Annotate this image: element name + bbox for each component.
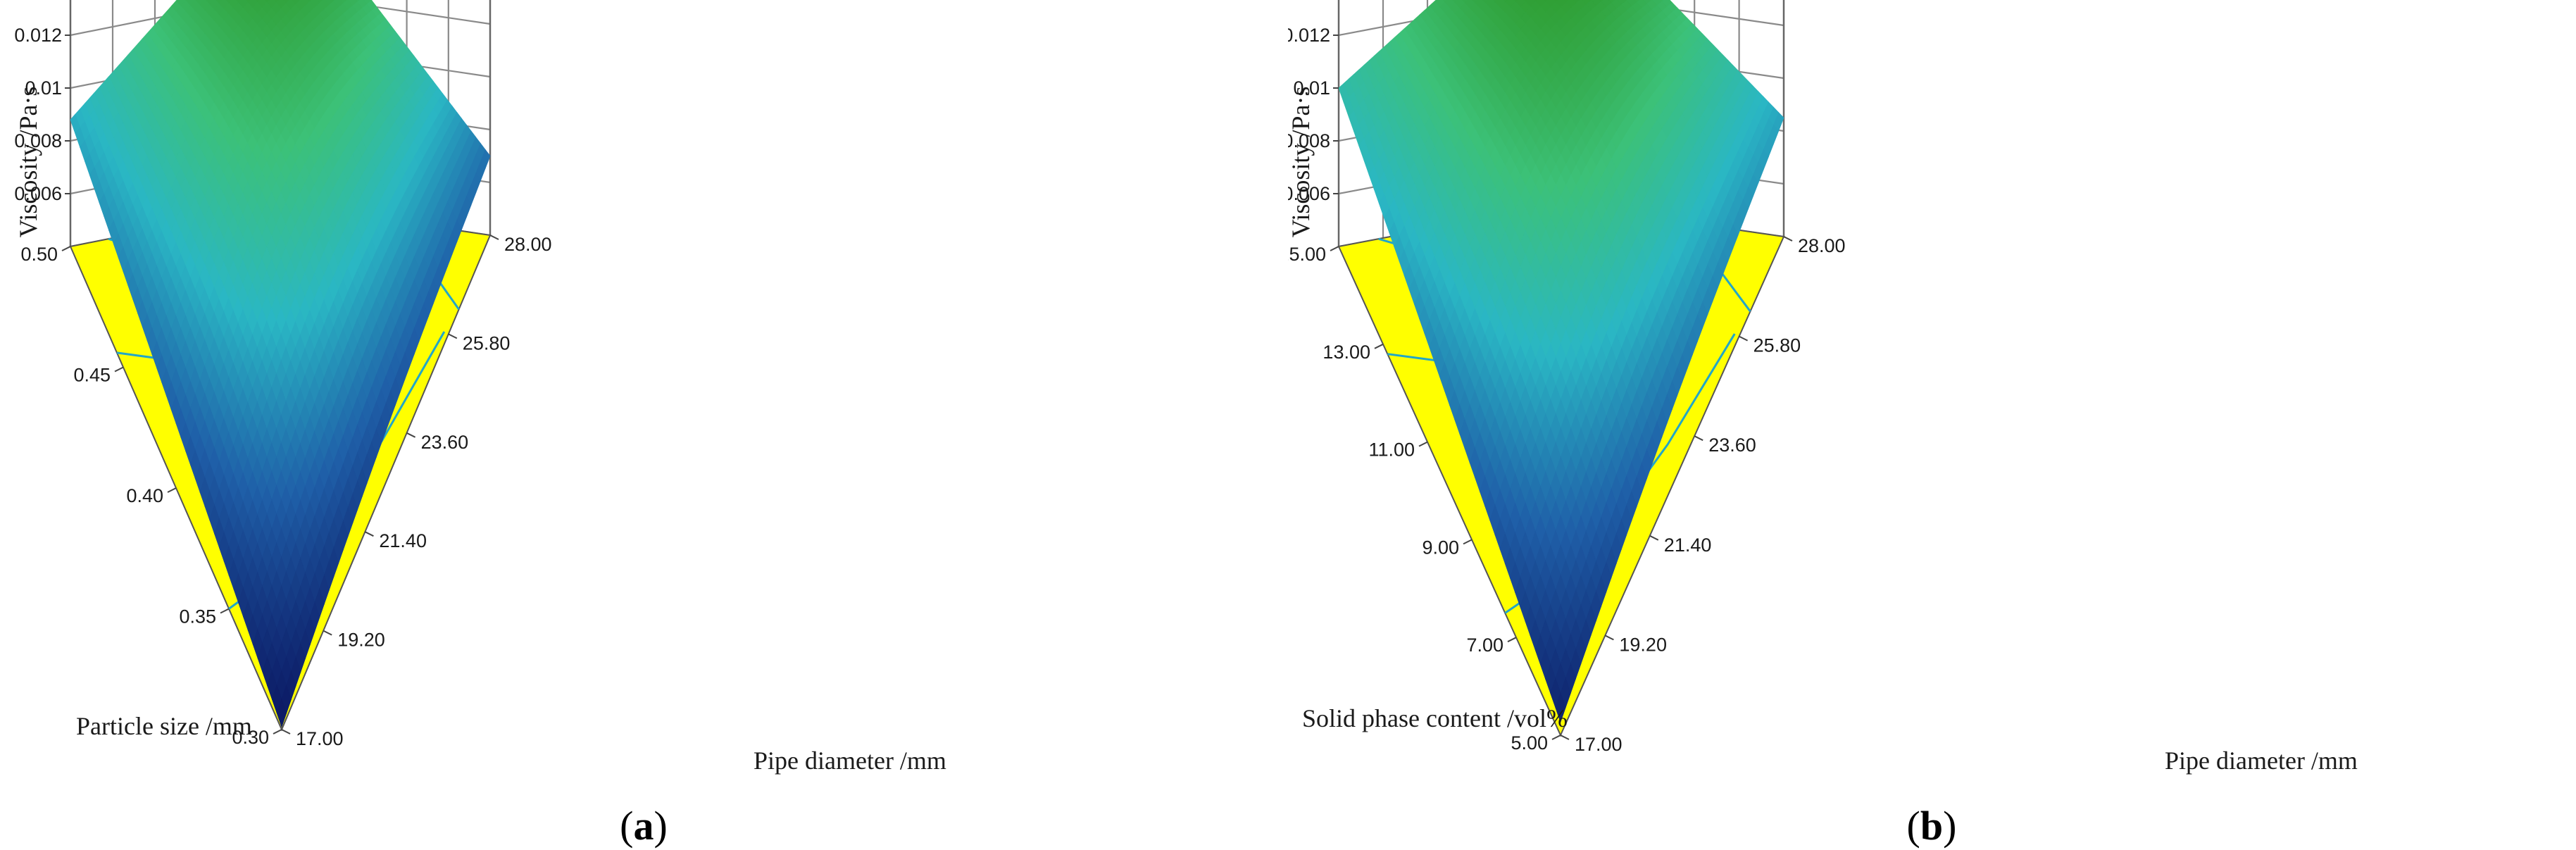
y-tick-label: 15.00: [1288, 244, 1326, 265]
x-tick-label: 23.60: [421, 432, 469, 453]
surface-cell: [1513, 0, 1518, 3]
y-tick-mark: [61, 246, 71, 251]
x-tick-mark: [1739, 335, 1749, 342]
surface-cell: [245, 0, 251, 4]
x-tick-mark: [406, 432, 416, 438]
surface-cell: [1442, 0, 1448, 4]
x-tick-mark: [1560, 735, 1570, 740]
x-tick-label: 28.00: [504, 234, 552, 255]
y-tick-label: 0.45: [73, 365, 111, 386]
y-tick-mark: [1374, 343, 1384, 349]
z-tick-label: 0.008: [1288, 130, 1330, 151]
surface-plot-b-svg: 0.0060.0080.010.0120.0140.0160.0180.0217…: [1288, 0, 2358, 849]
plot-b-surface: [1338, 0, 1784, 723]
surface-plot-a: 0.0060.0080.010.0120.0140.0160.0180.0217…: [14, 0, 946, 849]
y-tick-mark: [1551, 735, 1561, 740]
x-tick-mark: [1783, 236, 1793, 242]
y-tick-label: 5.00: [1511, 732, 1548, 754]
plot-a-z-axis-title: Viscosity /Pa·s: [14, 87, 42, 238]
x-tick-label: 17.00: [296, 728, 344, 749]
plot-a-caption: (a): [620, 803, 668, 849]
y-tick-label: 7.00: [1466, 635, 1503, 656]
surface-cell: [1492, 0, 1499, 4]
surface-cell: [254, 0, 260, 3]
surface-cell: [1563, 0, 1570, 4]
plot-a-y-axis-title: Particle size /mm: [76, 712, 252, 740]
x-tick-mark: [489, 235, 499, 240]
x-tick-mark: [448, 333, 458, 339]
surface-cell: [1553, 0, 1558, 3]
surface-cell: [1555, 692, 1566, 723]
x-tick-label: 19.20: [1619, 634, 1667, 655]
surface-cell: [1481, 0, 1489, 4]
surface-cell: [1634, 0, 1641, 3]
y-tick-mark: [1507, 637, 1517, 643]
surface-cell: [1461, 0, 1469, 4]
plot-a-surface: [70, 0, 491, 728]
y-tick-mark: [167, 487, 177, 493]
y-tick-label: 0.30: [232, 727, 269, 748]
z-tick-label: 0.01: [1293, 77, 1330, 99]
x-tick-label: 21.40: [379, 530, 427, 551]
x-tick-mark: [1694, 435, 1703, 442]
y-tick-mark: [220, 608, 230, 614]
x-tick-label: 28.00: [1798, 235, 1846, 256]
y-tick-mark: [273, 729, 282, 735]
surface-plot-a-svg: 0.0060.0080.010.0120.0140.0160.0180.0217…: [14, 0, 946, 849]
surface-cell: [225, 0, 232, 4]
plot-b-caption: (b): [1907, 803, 1957, 849]
z-tick-label: 0.012: [14, 25, 62, 46]
z-tick-label: 0.006: [1288, 183, 1330, 204]
surface-cell: [1471, 0, 1479, 4]
z-tick-label: 0.01: [25, 77, 62, 99]
y-tick-label: 11.00: [1368, 439, 1415, 461]
surface-cell: [276, 698, 287, 728]
y-tick-label: 0.40: [126, 485, 163, 506]
plot-b-ticks: 0.0060.0080.010.0120.0140.0160.0180.0217…: [1288, 25, 1846, 755]
plot-b-y-axis-title: Solid phase content /vol%: [1302, 704, 1568, 732]
grid-line: [70, 0, 491, 37]
y-tick-label: 13.00: [1323, 342, 1370, 363]
y-tick-mark: [114, 366, 124, 373]
y-tick-mark: [1463, 539, 1473, 545]
surface-cell: [1451, 0, 1458, 4]
y-tick-label: 9.00: [1422, 537, 1459, 558]
surface-cell: [1502, 0, 1508, 3]
y-tick-mark: [1330, 246, 1339, 251]
z-tick-label: 0.006: [14, 183, 62, 204]
surface-cell: [1543, 0, 1548, 2]
x-tick-mark: [364, 531, 374, 537]
y-tick-label: 0.50: [20, 244, 58, 265]
plot-b-z-axis-title: Viscosity /Pa·s: [1288, 87, 1315, 238]
x-tick-mark: [1649, 535, 1659, 541]
surface-cell: [1523, 0, 1527, 2]
x-tick-label: 21.40: [1664, 535, 1712, 556]
plot-a-ticks: 0.0060.0080.010.0120.0140.0160.0180.0217…: [14, 25, 552, 749]
x-tick-mark: [1604, 635, 1614, 641]
x-tick-label: 25.80: [1753, 335, 1801, 356]
z-tick-label: 0.008: [14, 130, 62, 151]
plot-a-caption-letter: a: [634, 803, 654, 849]
x-tick-label: 25.80: [463, 332, 511, 354]
y-tick-mark: [1418, 441, 1428, 447]
x-tick-mark: [281, 729, 291, 735]
surface-cell: [264, 0, 270, 4]
surface-plot-b: 0.0060.0080.010.0120.0140.0160.0180.0217…: [1288, 0, 2576, 850]
plot-a-x-axis-title: Pipe diameter /mm: [754, 746, 946, 775]
z-tick-label: 0.012: [1288, 25, 1330, 46]
y-tick-label: 0.35: [179, 606, 216, 627]
x-tick-label: 23.60: [1708, 435, 1756, 456]
x-tick-label: 17.00: [1575, 734, 1622, 755]
plot-b-x-axis-title: Pipe diameter /mm: [2165, 746, 2358, 775]
plot-b-caption-letter: b: [1920, 803, 1943, 849]
x-tick-label: 19.20: [337, 630, 385, 651]
surface-cell: [273, 0, 280, 4]
x-tick-mark: [323, 630, 332, 636]
surface-cell: [235, 0, 242, 4]
